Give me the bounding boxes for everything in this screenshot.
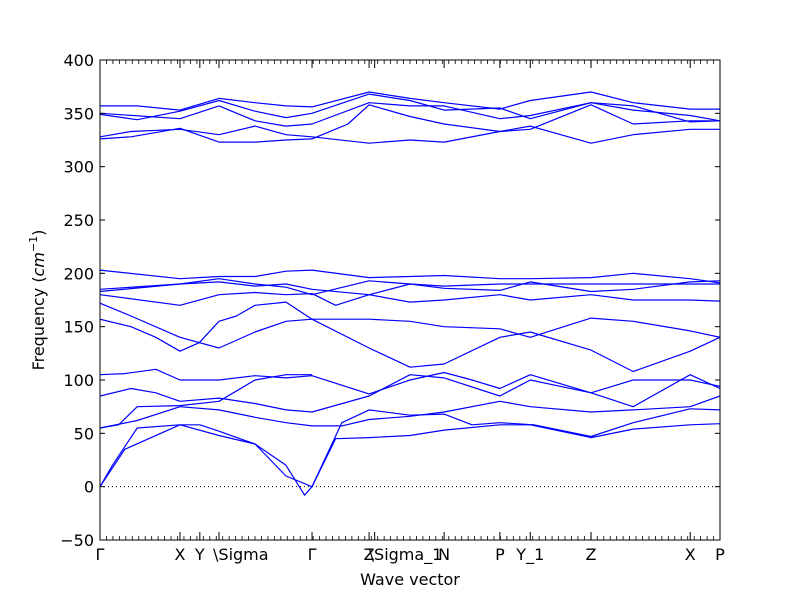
- y-tick-label-8: 350: [63, 104, 94, 123]
- band-line-17: [100, 93, 720, 123]
- x-tick-label-12: P: [715, 545, 725, 564]
- y-axis-title-unit: cm: [29, 252, 48, 276]
- band-line-7: [100, 374, 720, 413]
- band-line-14: [100, 278, 720, 296]
- y-axis-title-text: Frequency (: [29, 276, 48, 370]
- band-line-2: [100, 424, 313, 488]
- y-tick-label-7: 300: [63, 158, 94, 177]
- y-tick-label-0: −50: [60, 531, 94, 550]
- y-tick-label-6: 250: [63, 211, 94, 230]
- x-tick-label-2: Y: [194, 545, 205, 564]
- plot-frame: [99, 59, 721, 541]
- x-tick-label-0: Γ: [96, 545, 105, 564]
- x-tick-label-7: N: [438, 545, 450, 564]
- band-line-19: [100, 102, 720, 127]
- y-axis-title-close: ): [29, 230, 48, 236]
- y-tick-label-1: 0: [84, 478, 94, 497]
- band-line-16: [100, 125, 720, 144]
- x-tick-label-11: X: [685, 545, 696, 564]
- y-tick-label-4: 150: [63, 318, 94, 337]
- y-tick-label-9: 400: [63, 51, 94, 70]
- x-tick-label-8: P: [495, 545, 505, 564]
- x-tick-label-10: Z: [586, 545, 597, 564]
- band-line-18: [100, 91, 720, 111]
- band-line-6: [100, 395, 720, 429]
- x-tick-label-4: Γ: [308, 545, 317, 564]
- x-tick-label-1: X: [174, 545, 185, 564]
- y-tick-label-2: 50: [74, 424, 94, 443]
- band-line-13: [100, 269, 720, 284]
- band-line-15: [100, 104, 720, 143]
- band-line-10: [100, 302, 720, 349]
- x-tick-label-3: \Sigma: [213, 545, 269, 564]
- band-line-11: [100, 291, 720, 306]
- y-tick-label-5: 200: [63, 264, 94, 283]
- x-axis-title: Wave vector: [360, 570, 460, 589]
- y-tick-label-3: 100: [63, 371, 94, 390]
- x-tick-label-9: Y_1: [515, 545, 544, 565]
- x-tick-label-5: Z: [364, 545, 375, 564]
- band-line-4: [311, 408, 720, 487]
- band-line-5: [100, 374, 312, 429]
- y-axis-title: Frequency (cm−1): [27, 230, 48, 371]
- band-line-8: [100, 368, 720, 395]
- x-tick-label-6: \Sigma_1: [369, 545, 443, 565]
- y-axis-title-exponent: −1: [27, 236, 40, 252]
- band-line-3: [311, 423, 720, 487]
